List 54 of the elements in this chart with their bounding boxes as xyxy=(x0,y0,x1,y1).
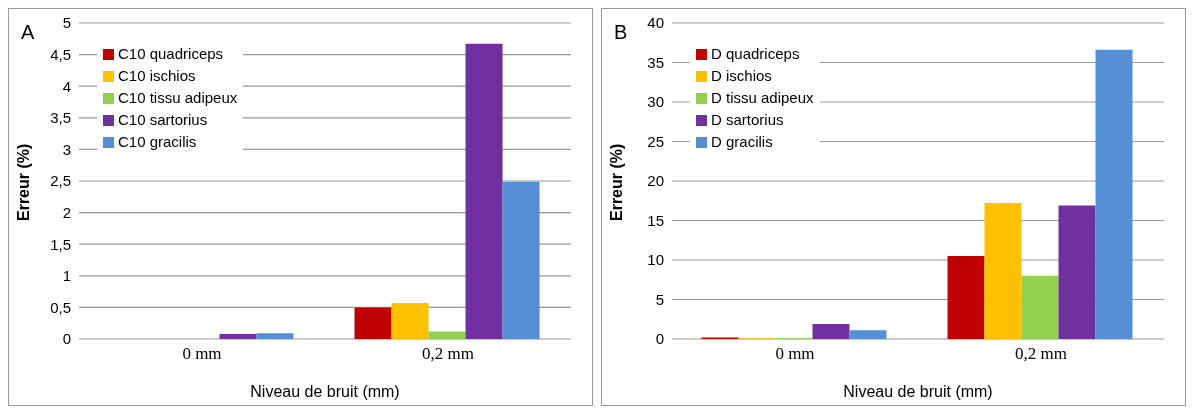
bar xyxy=(391,302,429,339)
y-tick-label: 40 xyxy=(647,14,664,32)
bar xyxy=(428,331,466,339)
y-tick-label: 5 xyxy=(62,14,71,32)
legend-label: C10 sartorius xyxy=(118,110,208,130)
x-tick-label: 0,2 mm xyxy=(422,344,474,364)
chart-title: A xyxy=(21,21,35,43)
y-tick-label: 2,5 xyxy=(50,172,71,190)
legend-label: D gracilis xyxy=(711,132,773,152)
legend-label: C10 tissu adipeux xyxy=(118,88,238,108)
bar xyxy=(812,323,850,339)
y-tick-label: 0,5 xyxy=(50,298,71,316)
legend-label: D quadriceps xyxy=(711,44,800,64)
y-tick-label: 4,5 xyxy=(50,45,71,63)
legend-label: D sartorius xyxy=(711,110,784,130)
x-tick-label: 0,2 mm xyxy=(1015,344,1067,364)
y-tick-label: 25 xyxy=(647,132,664,150)
y-tick-label: 4 xyxy=(62,77,71,95)
x-axis-title: Niveau de bruit (mm) xyxy=(843,383,993,400)
legend-label: D ischios xyxy=(711,66,772,86)
bar xyxy=(502,181,540,339)
bar xyxy=(849,330,887,339)
y-tick-label: 1 xyxy=(62,267,71,285)
legend-label: C10 gracilis xyxy=(118,132,197,152)
legend-label: C10 quadriceps xyxy=(118,44,224,64)
y-tick-label: 1,5 xyxy=(50,235,71,253)
y-tick-label: 30 xyxy=(647,93,664,111)
y-tick-label: 15 xyxy=(647,211,664,229)
y-tick-label: 10 xyxy=(647,251,664,269)
bar xyxy=(465,43,503,339)
bar xyxy=(984,203,1022,339)
bar xyxy=(354,307,392,339)
y-tick-label: 3 xyxy=(62,140,71,158)
x-axis-title: Niveau de bruit (mm) xyxy=(250,383,400,400)
y-tick-label: 20 xyxy=(647,172,664,190)
bar xyxy=(1095,49,1133,339)
bar xyxy=(1058,205,1096,339)
x-tick-label: 0 mm xyxy=(182,344,222,364)
legend-label: D tissu adipeux xyxy=(711,88,814,108)
bar xyxy=(219,333,257,339)
y-tick-label: 3,5 xyxy=(50,109,71,127)
bar xyxy=(947,256,985,339)
y-tick-label: 2 xyxy=(62,203,71,221)
y-tick-label: 5 xyxy=(655,290,664,308)
chart-title: B xyxy=(614,21,628,43)
legend-label: C10 ischios xyxy=(118,66,196,86)
y-axis-title: Erreur (%) xyxy=(607,143,625,221)
y-tick-label: 35 xyxy=(647,53,664,71)
x-tick-label: 0 mm xyxy=(775,344,815,364)
y-tick-label: 0 xyxy=(62,330,71,348)
bar xyxy=(1021,275,1059,339)
y-axis-title: Erreur (%) xyxy=(14,143,32,221)
bar xyxy=(256,333,294,339)
y-tick-label: 0 xyxy=(655,330,664,348)
